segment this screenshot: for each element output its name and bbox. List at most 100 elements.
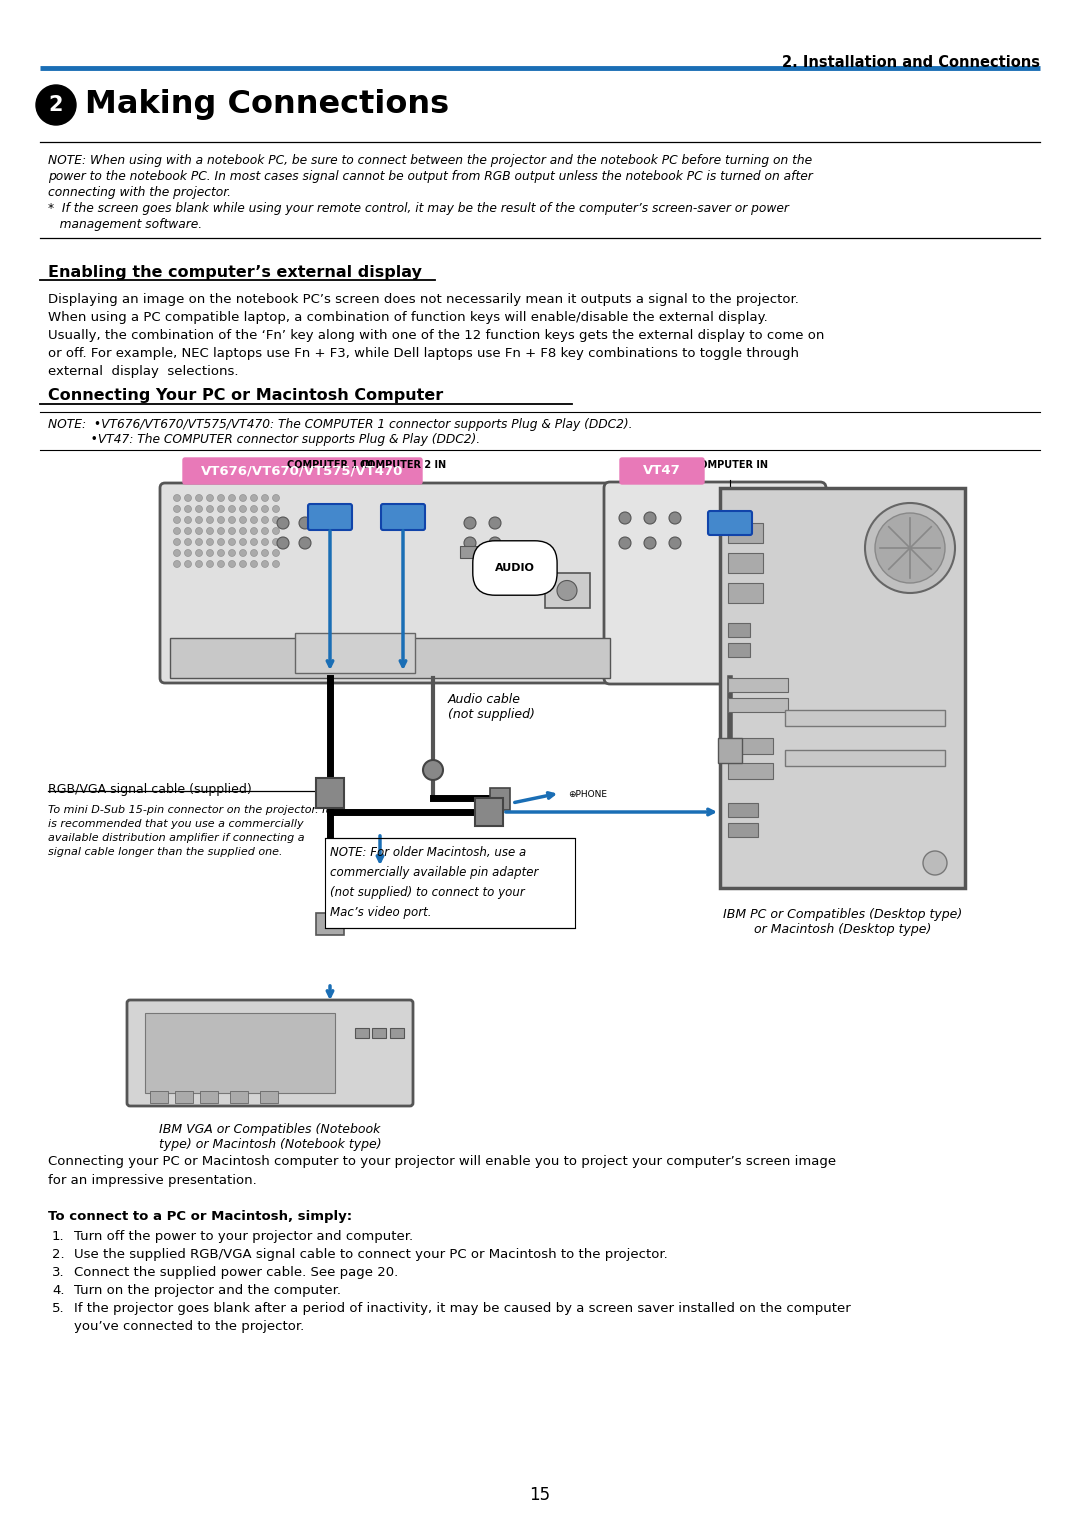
Text: COMPUTER IN: COMPUTER IN [692,459,768,470]
FancyBboxPatch shape [728,763,773,778]
FancyBboxPatch shape [316,913,345,935]
Text: 1.: 1. [52,1230,65,1244]
Circle shape [185,549,191,557]
Circle shape [195,494,203,502]
FancyBboxPatch shape [545,572,590,607]
Text: If the projector goes blank after a period of inactivity, it may be caused by a : If the projector goes blank after a peri… [75,1302,851,1315]
Text: When using a PC compatible laptop, a combination of function keys will enable/di: When using a PC compatible laptop, a com… [48,311,768,324]
Circle shape [272,528,280,534]
Circle shape [36,85,76,125]
Text: 5.: 5. [52,1302,65,1315]
Text: NOTE:  •VT676/VT670/VT575/VT470: The COMPUTER 1 connector supports Plug & Play (: NOTE: •VT676/VT670/VT575/VT470: The COMP… [48,418,633,430]
Circle shape [174,505,180,513]
Circle shape [251,539,257,545]
Circle shape [195,549,203,557]
Circle shape [217,505,225,513]
Text: 3.: 3. [52,1267,65,1279]
FancyBboxPatch shape [620,458,704,484]
Circle shape [240,560,246,568]
Text: ⊕PHONE: ⊕PHONE [568,790,607,800]
Circle shape [217,516,225,523]
FancyBboxPatch shape [175,1091,193,1103]
Circle shape [272,494,280,502]
Circle shape [368,871,392,896]
Text: signal cable longer than the supplied one.: signal cable longer than the supplied on… [48,847,283,858]
Circle shape [423,760,443,780]
Circle shape [261,494,269,502]
Text: you’ve connected to the projector.: you’ve connected to the projector. [75,1320,305,1334]
Circle shape [261,505,269,513]
Circle shape [619,537,631,549]
Text: commercially available pin adapter: commercially available pin adapter [330,865,538,879]
Circle shape [206,505,214,513]
Text: NOTE: For older Macintosh, use a: NOTE: For older Macintosh, use a [330,845,526,859]
Circle shape [251,494,257,502]
Circle shape [217,528,225,534]
Text: COMPUTER 2 IN: COMPUTER 2 IN [360,459,446,470]
Text: ⊕PHONE: ⊕PHONE [362,903,399,913]
FancyBboxPatch shape [200,1091,218,1103]
Circle shape [174,516,180,523]
Circle shape [217,539,225,545]
Circle shape [272,549,280,557]
Text: Turn on the projector and the computer.: Turn on the projector and the computer. [75,1283,341,1297]
Circle shape [174,539,180,545]
Circle shape [240,539,246,545]
FancyBboxPatch shape [728,583,762,603]
Circle shape [865,504,955,594]
Text: Connecting Your PC or Macintosh Computer: Connecting Your PC or Macintosh Computer [48,388,443,403]
Circle shape [261,549,269,557]
FancyBboxPatch shape [728,803,758,816]
Circle shape [174,494,180,502]
FancyBboxPatch shape [728,523,762,543]
Circle shape [229,560,235,568]
Text: COMPUTER 1 IN: COMPUTER 1 IN [287,459,373,470]
FancyBboxPatch shape [316,778,345,807]
Circle shape [464,517,476,530]
Text: 2.: 2. [52,1248,65,1260]
FancyBboxPatch shape [475,798,503,826]
Text: AUDIO: AUDIO [495,563,535,572]
Circle shape [195,539,203,545]
FancyBboxPatch shape [718,739,742,763]
Circle shape [229,539,235,545]
Circle shape [195,516,203,523]
Text: Mac’s video port.: Mac’s video port. [330,906,432,919]
FancyBboxPatch shape [390,1029,404,1038]
Circle shape [251,549,257,557]
Circle shape [206,549,214,557]
Circle shape [669,537,681,549]
Text: for an impressive presentation.: for an impressive presentation. [48,1173,257,1187]
FancyBboxPatch shape [183,458,422,484]
Text: management software.: management software. [48,218,202,230]
Circle shape [261,516,269,523]
FancyBboxPatch shape [381,504,426,530]
Text: *  If the screen goes blank while using your remote control, it may be the resul: * If the screen goes blank while using y… [48,201,788,215]
Text: Use the supplied RGB/VGA signal cable to connect your PC or Macintosh to the pro: Use the supplied RGB/VGA signal cable to… [75,1248,667,1260]
Circle shape [195,560,203,568]
FancyBboxPatch shape [295,633,415,673]
FancyBboxPatch shape [785,710,945,726]
FancyBboxPatch shape [728,697,788,713]
FancyBboxPatch shape [308,504,352,530]
Circle shape [206,528,214,534]
Circle shape [229,516,235,523]
Text: 4.: 4. [52,1283,65,1297]
Circle shape [299,517,311,530]
Circle shape [272,539,280,545]
FancyBboxPatch shape [325,838,575,928]
Circle shape [195,528,203,534]
Circle shape [669,513,681,523]
Circle shape [464,537,476,549]
Circle shape [217,494,225,502]
Circle shape [185,528,191,534]
FancyBboxPatch shape [127,1000,413,1106]
Circle shape [206,494,214,502]
FancyBboxPatch shape [708,511,752,536]
Text: 2. Installation and Connections: 2. Installation and Connections [782,55,1040,70]
Circle shape [174,528,180,534]
Circle shape [272,560,280,568]
Circle shape [206,539,214,545]
Text: RGB/VGA signal cable (supplied): RGB/VGA signal cable (supplied) [48,783,252,797]
Circle shape [217,549,225,557]
